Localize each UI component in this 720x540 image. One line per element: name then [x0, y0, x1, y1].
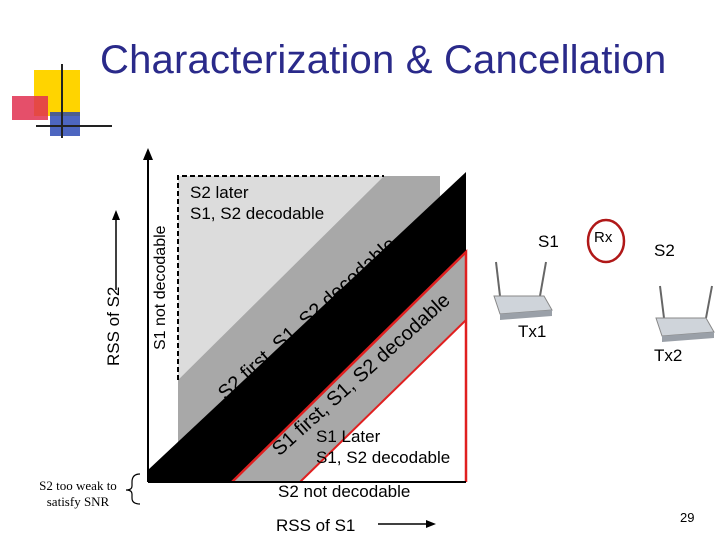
page-number: 29 — [680, 510, 695, 525]
rx-label: Rx — [594, 229, 613, 246]
y-threshold-label: S1 not decodable — [152, 225, 169, 350]
x-axis-label: RSS of S1 — [276, 516, 356, 535]
s2-label: S2 — [654, 241, 675, 260]
tx2-label: Tx2 — [654, 346, 683, 365]
title-decoration — [12, 64, 112, 138]
rss-s1-arrow-icon — [426, 520, 436, 528]
footnote: S2 too weak to satisfy SNR — [39, 478, 117, 509]
footnote-brace — [125, 473, 141, 505]
y-axis-label: RSS of S2 — [104, 286, 123, 366]
tx2-router-icon — [655, 285, 715, 342]
bottom-region-label: S1 Later S1, S2 decodable — [316, 427, 451, 467]
rss-s2-arrow-icon — [112, 210, 120, 220]
x-threshold-label: S2 not decodable — [278, 482, 411, 501]
s1-label: S1 — [538, 232, 559, 251]
deco-blue-square — [50, 112, 80, 136]
s1-first-inner-edge — [299, 319, 467, 483]
rx-circle — [586, 218, 626, 264]
tx1-label: Tx1 — [518, 322, 547, 341]
both-lost-band — [148, 172, 466, 482]
deco-red-square — [12, 96, 48, 120]
top-region-dashed-border — [177, 175, 384, 380]
y-axis-arrow-icon — [143, 148, 153, 160]
slide-title: Characterization & Cancellation — [100, 38, 667, 82]
top-region-label: S2 later S1, S2 decodable — [190, 183, 325, 223]
tx1-router-icon — [493, 261, 553, 320]
s1-first-outline — [231, 249, 468, 483]
